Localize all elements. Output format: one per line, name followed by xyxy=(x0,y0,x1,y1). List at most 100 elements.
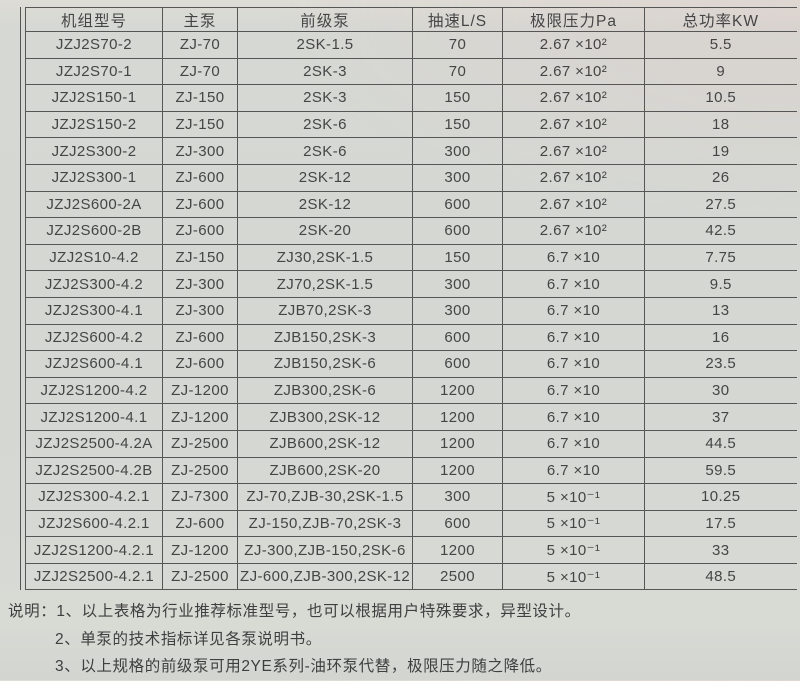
table-cell: ZJ-600 xyxy=(162,350,238,378)
table-cell: 48.5 xyxy=(644,562,797,591)
table-cell: 300 xyxy=(412,296,503,325)
table-cell: JZJ2S600-2A xyxy=(25,190,163,219)
table-cell: ZJ-150 xyxy=(162,243,238,272)
table-row: JZJ2S600-4.2.1 ZJ-600 ZJ-150,ZJB-70,2SK-3 6… xyxy=(25,509,797,538)
table-cell: ZJ-600 xyxy=(162,323,238,352)
table-cell: ZJ-70 xyxy=(162,57,238,86)
table-row: JZJ2S1200-4.1 ZJ-1200 ZJB300,2SK-12 1200 6.7… xyxy=(25,403,797,431)
table-cell: ZJ70,2SK-1.5 xyxy=(237,270,413,298)
table-cell: 6.7 ×10 xyxy=(502,296,645,325)
table-cell: ZJ-150 xyxy=(162,110,238,139)
table-cell: 6.7 ×10 xyxy=(502,323,645,352)
table-cell: ZJB70,2SK-3 xyxy=(237,296,413,325)
table-cell: 5 ×10⁻¹ xyxy=(502,536,645,564)
table-cell: ZJ-600 xyxy=(162,163,238,192)
column-header: 总功率KW xyxy=(644,7,797,32)
table-cell: 6.7 ×10 xyxy=(502,270,645,298)
column-header: 前级泵 xyxy=(237,7,413,32)
note-line: 2、单泵的技术指标详见各泵说明书。 xyxy=(55,626,788,654)
table-cell: 9 xyxy=(644,57,797,86)
table-row: JZJ2S2500-4.2B ZJ-2500 ZJB600,2SK-20 1200 6.… xyxy=(25,456,797,485)
table-row: JZJ2S70-2 ZJ-70 2SK-1.5 70 2.67 ×10² 5.5 xyxy=(25,31,797,59)
table-cell: JZJ2S300-4.1 xyxy=(25,296,163,325)
table-cell: 600 xyxy=(412,323,503,352)
table-cell: 2SK-6 xyxy=(237,110,413,139)
table-row: JZJ2S1200-4.2.1 ZJ-1200 ZJ-300,ZJB-150,2SK… xyxy=(25,536,797,564)
table-cell: 2SK-3 xyxy=(237,84,413,112)
note-line: 说明： 1、以上表格为行业推荐标准型号，也可以根据用户特殊要求，异型设计。 xyxy=(8,598,788,626)
table-cell: ZJ-150 xyxy=(162,84,238,112)
column-header: 主泵 xyxy=(162,7,238,32)
table-cell: 10.5 xyxy=(644,84,797,112)
table-cell: 6.7 ×10 xyxy=(502,456,645,485)
table-cell: 30 xyxy=(644,376,797,405)
table-cell: 26 xyxy=(644,163,797,192)
table-cell: 2.67 ×10² xyxy=(502,190,645,219)
table-cell: 300 xyxy=(412,163,503,192)
table-cell: ZJB300,2SK-6 xyxy=(237,376,413,405)
table-cell: ZJ-300 xyxy=(162,296,238,325)
table-row: JZJ2S600-2A ZJ-600 2SK-12 600 2.67 ×10² 27.5 xyxy=(25,190,797,219)
table-cell: JZJ2S2500-4.2A xyxy=(25,429,163,458)
table-cell: 33 xyxy=(644,536,797,564)
table-cell: 2.67 ×10² xyxy=(502,137,645,165)
table-row: JZJ2S70-1 ZJ-70 2SK-3 70 2.67 ×10² 9 xyxy=(25,57,797,86)
table-row: JZJ2S600-4.1 ZJ-600 ZJB150,2SK-6 600 6.7 ×10… xyxy=(25,350,797,378)
table-cell: 600 xyxy=(412,217,503,245)
table-cell: ZJ-600 xyxy=(162,217,238,245)
column-header: 机组型号 xyxy=(25,7,163,32)
table-cell: 7.75 xyxy=(644,243,797,272)
table-cell: ZJB150,2SK-3 xyxy=(237,323,413,352)
table-row: JZJ2S1200-4.2 ZJ-1200 ZJB300,2SK-6 1200 6.7 … xyxy=(25,376,797,405)
table-cell: ZJ-150,ZJB-70,2SK-3 xyxy=(237,509,413,538)
table-cell: ZJ-1200 xyxy=(162,403,238,431)
table-cell: 2500 xyxy=(412,562,503,591)
table-cell: ZJB600,2SK-12 xyxy=(237,429,413,458)
table-cell: 2.67 ×10² xyxy=(502,57,645,86)
table-cell: ZJ-7300 xyxy=(162,483,238,511)
table-cell: JZJ2S1200-4.2.1 xyxy=(25,536,163,564)
table-cell: ZJ-300,ZJB-150,2SK-6 xyxy=(237,536,413,564)
table-cell: 19 xyxy=(644,137,797,165)
table-cell: 2SK-12 xyxy=(237,163,413,192)
table-cell: 2SK-12 xyxy=(237,190,413,219)
table-cell: 1200 xyxy=(412,429,503,458)
table-cell: 600 xyxy=(412,190,503,219)
spec-table: 机组型号 主泵 前级泵 抽速L/S 极限压力Pa 总功率KW JZJ2S70-2 ZJ-70… xyxy=(25,7,797,591)
table-row: JZJ2S300-4.2 ZJ-300 ZJ70,2SK-1.5 300 6.7 ×10… xyxy=(25,270,797,298)
table-cell: 2.67 ×10² xyxy=(502,84,645,112)
table-cell: 9.5 xyxy=(644,270,797,298)
table-cell: JZJ2S600-4.2.1 xyxy=(25,509,163,538)
table-cell: JZJ2S600-4.1 xyxy=(25,350,163,378)
table-cell: 150 xyxy=(412,84,503,112)
spec-table-wrap: 机组型号 主泵 前级泵 抽速L/S 极限压力Pa 总功率KW JZJ2S70-2 ZJ-70… xyxy=(20,7,797,591)
table-cell: 2.67 ×10² xyxy=(502,110,645,139)
table-row: JZJ2S600-4.2 ZJ-600 ZJB150,2SK-3 600 6.7 ×10… xyxy=(25,323,797,352)
table-cell: 44.5 xyxy=(644,429,797,458)
note-text: 2、单泵的技术指标详见各泵说明书。 xyxy=(55,630,322,648)
note-line: 3、以上规格的前级泵可用2YE系列-油环泵代替，极限压力随之降低。 xyxy=(55,653,788,681)
notes-label: 说明： xyxy=(8,603,57,620)
table-cell: 600 xyxy=(412,509,503,538)
table-cell: 6.7 ×10 xyxy=(502,350,645,378)
table-cell: JZJ2S1200-4.2 xyxy=(25,376,163,405)
table-cell: 2SK-6 xyxy=(237,137,413,165)
table-cell: 16 xyxy=(644,323,797,352)
table-cell: JZJ2S300-4.2 xyxy=(25,270,163,298)
table-cell: ZJ-1200 xyxy=(162,376,238,405)
table-cell: 2.67 ×10² xyxy=(502,163,645,192)
table-cell: 70 xyxy=(412,31,503,59)
table-cell: 5 ×10⁻¹ xyxy=(502,509,645,538)
table-cell: 5 ×10⁻¹ xyxy=(502,562,645,591)
table-cell: 300 xyxy=(412,483,503,511)
table-cell: 1200 xyxy=(412,376,503,405)
table-cell: 150 xyxy=(412,243,503,272)
table-cell: ZJ-2500 xyxy=(162,562,238,591)
table-cell: 2.67 ×10² xyxy=(502,31,645,59)
table-cell: 42.5 xyxy=(644,217,797,245)
table-cell: JZJ2S300-4.2.1 xyxy=(25,483,163,511)
table-cell: 1200 xyxy=(412,456,503,485)
column-header: 极限压力Pa xyxy=(502,7,645,32)
table-cell: 17.5 xyxy=(644,509,797,538)
table-cell: JZJ2S600-4.2 xyxy=(25,323,163,352)
